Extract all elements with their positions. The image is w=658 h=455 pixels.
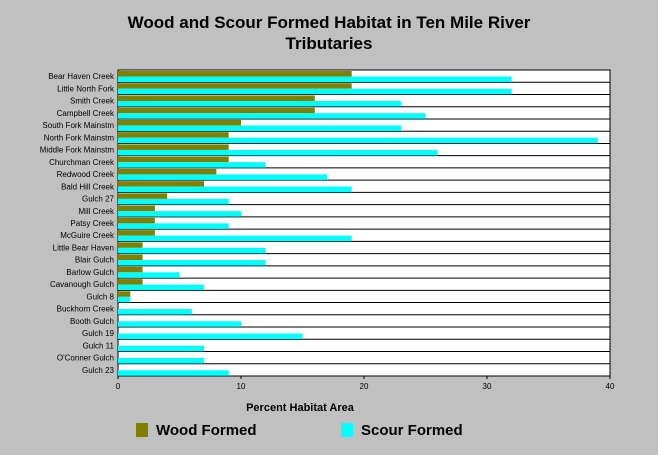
bar-scour-formed <box>118 284 205 291</box>
bar-scour-formed <box>118 76 512 82</box>
bar-scour-formed <box>118 345 205 352</box>
category-label: Churchman Creek <box>49 158 115 167</box>
bar-wood-formed <box>118 119 241 126</box>
bar-wood-formed <box>118 254 143 261</box>
legend-label-scour: Scour Formed <box>361 421 463 439</box>
bar-scour-formed <box>118 137 598 144</box>
bar-wood-formed <box>118 95 315 101</box>
bar-scour-formed <box>118 211 241 217</box>
chart-title-line-1: Wood and Scour Formed Habitat in Ten Mil… <box>127 13 531 32</box>
category-label: Gulch 19 <box>82 329 115 338</box>
category-label: Little Bear Haven <box>53 243 114 252</box>
x-tick-label: 40 <box>606 382 615 391</box>
bar-scour-formed <box>118 162 266 168</box>
category-label: Middle Fork Mainstm <box>40 146 115 155</box>
legend-swatch-scour <box>341 423 353 437</box>
bar-scour-formed <box>118 88 512 95</box>
legend-item-scour: Scour Formed <box>341 419 463 441</box>
bar-wood-formed <box>118 242 143 248</box>
bar-scour-formed <box>118 186 352 193</box>
category-label: Campbell Creek <box>57 109 115 118</box>
x-axis-label: Percent Habitat Area <box>246 402 354 414</box>
bar-wood-formed <box>118 107 315 114</box>
bar-scour-formed <box>118 100 401 107</box>
category-label: McGuire Creek <box>60 231 115 240</box>
chart-title-line-2: Tributaries <box>285 34 373 53</box>
bar-scour-formed <box>118 358 205 364</box>
category-label: Booth Gulch <box>70 317 114 326</box>
category-label: Gulch 11 <box>83 341 115 350</box>
bar-wood-formed <box>118 168 217 175</box>
bar-scour-formed <box>118 174 328 180</box>
bar-scour-formed <box>118 309 192 315</box>
bar-wood-formed <box>118 205 155 212</box>
bar-scour-formed <box>118 370 229 376</box>
bar-wood-formed <box>118 71 352 77</box>
category-label: South Fork Mainstm <box>42 121 114 130</box>
bar-scour-formed <box>118 223 229 229</box>
bar-wood-formed <box>118 83 352 89</box>
bar-scour-formed <box>118 149 438 156</box>
category-label: O'Conner Gulch <box>57 354 114 363</box>
category-label: Gulch 27 <box>82 195 115 204</box>
bar-scour-formed <box>118 247 266 254</box>
bar-scour-formed <box>118 272 180 278</box>
bar-wood-formed <box>118 181 205 187</box>
bar-wood-formed <box>118 266 143 273</box>
bar-scour-formed <box>118 125 401 131</box>
category-label: Patsy Creek <box>70 219 115 228</box>
bar-wood-formed <box>118 217 155 224</box>
bar-scour-formed <box>118 321 241 327</box>
bar-scour-formed <box>118 113 426 119</box>
category-label: Redwood Creek <box>57 170 115 179</box>
category-label: Barlow Gulch <box>66 268 114 277</box>
bar-scour-formed <box>118 333 303 340</box>
bar-wood-formed <box>118 132 229 138</box>
bar-wood-formed <box>118 230 155 236</box>
category-label: Mill Creek <box>78 207 115 216</box>
category-label: Little North Fork <box>57 84 115 93</box>
chart-title: Wood and Scour Formed Habitat in Ten Mil… <box>0 12 658 54</box>
x-tick-label: 20 <box>360 382 369 391</box>
x-tick-label: 0 <box>116 382 121 391</box>
category-label: Smith Creek <box>70 97 115 106</box>
category-label: North Fork Mainstm <box>44 133 115 142</box>
legend-label-wood: Wood Formed <box>156 421 257 439</box>
legend-item-wood: Wood Formed <box>136 419 257 441</box>
bar-scour-formed <box>118 235 352 242</box>
category-label: Cavanough Gulch <box>50 280 114 289</box>
bar-wood-formed <box>118 279 143 285</box>
category-label: Blair Gulch <box>75 256 114 265</box>
category-label: Bear Haven Creek <box>48 72 115 81</box>
x-tick-label: 30 <box>483 382 492 391</box>
bar-scour-formed <box>118 198 229 205</box>
bar-scour-formed <box>118 260 266 266</box>
bar-wood-formed <box>118 144 229 150</box>
category-label: Gulch 8 <box>86 292 114 301</box>
category-label: Gulch 23 <box>82 366 115 375</box>
category-label: Buckhorn Creek <box>57 305 115 314</box>
legend-swatch-wood <box>136 423 148 437</box>
bar-wood-formed <box>118 291 131 297</box>
bar-wood-formed <box>118 193 168 199</box>
bar-wood-formed <box>118 156 229 163</box>
x-tick-label: 10 <box>237 382 246 391</box>
category-label: Bald Hill Creek <box>61 182 115 191</box>
bar-scour-formed <box>118 296 131 303</box>
